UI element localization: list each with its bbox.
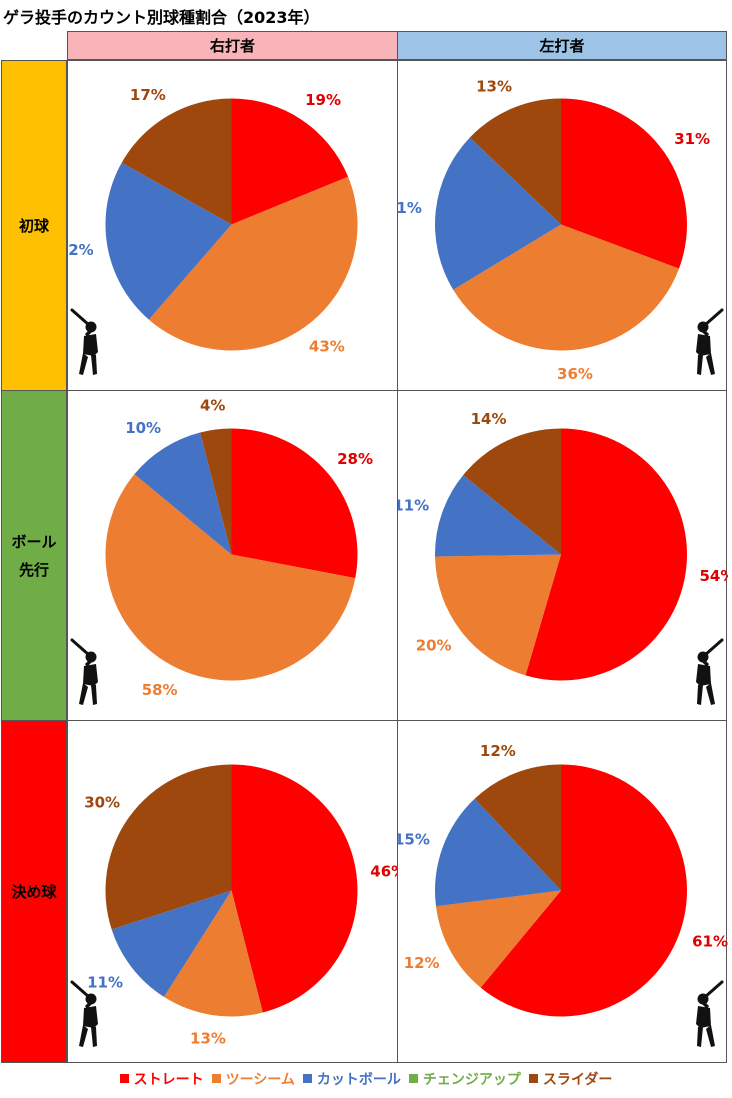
pie-slice xyxy=(231,98,349,225)
pie-data-label: 17% xyxy=(130,86,166,104)
batter-silhouette-icon xyxy=(696,980,724,1047)
pie-chart-cell: 61% 12% 15% 12% xyxy=(397,720,728,1063)
pie-data-label: 46% xyxy=(370,863,399,881)
pie-chart: 54% 20% 11% 14% xyxy=(398,410,729,705)
pie-slice xyxy=(474,764,561,891)
pie-slice xyxy=(525,428,687,681)
pie-chart-cell: 28% 58% 10% 4% xyxy=(67,390,398,721)
legend-swatch xyxy=(119,1074,129,1083)
legend-item: ストレート xyxy=(119,1069,204,1089)
pie-slice xyxy=(105,162,232,320)
pie-chart: 28% 58% 10% 4% xyxy=(70,397,373,705)
row-header-putaway-pitch: 決め球 xyxy=(1,720,67,1063)
pie-slice xyxy=(435,137,561,290)
pie-chart: 61% 12% 15% 12% xyxy=(398,742,728,1047)
legend-swatch xyxy=(302,1074,312,1083)
pie-slice xyxy=(231,764,358,1013)
pie-data-label: 11% xyxy=(87,973,123,991)
row-header-line: ボール xyxy=(11,532,57,551)
legend: ストレート ツーシーム カットボール チェンジアップ スライダー xyxy=(0,1069,732,1089)
pie-data-label: 43% xyxy=(309,337,345,355)
pie-slice xyxy=(453,224,680,351)
pie-data-label: 58% xyxy=(142,681,178,699)
pie-slice xyxy=(561,98,687,269)
row-header-line: 決め球 xyxy=(11,882,57,901)
pie-chart: 19% 43% 22% 17% xyxy=(68,86,358,375)
pie-slice xyxy=(435,475,561,557)
pie-chart-cell: 19% 43% 22% 17% xyxy=(67,60,398,391)
pie-slice xyxy=(231,428,358,579)
pie-slice xyxy=(434,798,561,907)
legend-label: スライダー xyxy=(542,1072,613,1088)
legend-label: ストレート xyxy=(133,1072,204,1088)
column-header-right-batter: 右打者 xyxy=(67,31,398,60)
pie-data-label: 54% xyxy=(700,567,729,585)
pie-data-label: 31% xyxy=(674,130,710,148)
pie-data-label: 20% xyxy=(416,636,452,654)
pie-data-label: 61% xyxy=(692,932,728,950)
pie-slice xyxy=(121,98,232,225)
pie-data-label: 22% xyxy=(68,241,94,259)
legend-item: スライダー xyxy=(528,1069,613,1089)
legend-item: チェンジアップ xyxy=(408,1069,521,1089)
pie-slice xyxy=(480,764,688,1017)
legend-swatch xyxy=(408,1074,418,1083)
pie-data-label: 28% xyxy=(337,450,373,468)
pie-slice xyxy=(463,428,561,555)
batter-silhouette-icon xyxy=(696,308,724,375)
legend-swatch xyxy=(528,1074,538,1083)
batter-silhouette-icon xyxy=(696,638,724,705)
pie-data-label: 15% xyxy=(398,831,430,849)
batter-silhouette-icon xyxy=(70,980,98,1047)
pie-slice xyxy=(435,890,561,988)
pie-data-label: 13% xyxy=(476,78,512,96)
row-header-first-pitch: 初球 xyxy=(1,60,67,391)
legend-swatch xyxy=(211,1074,221,1083)
pie-slice xyxy=(435,554,561,676)
pie-data-label: 12% xyxy=(404,954,440,972)
pie-data-label: 19% xyxy=(305,91,341,109)
pie-data-label: 13% xyxy=(190,1030,226,1048)
pie-chart-cell: 54% 20% 11% 14% xyxy=(397,390,729,721)
chart-title: ゲラ投手のカウント別球種割合（2023年） xyxy=(3,8,320,27)
pie-data-label: 30% xyxy=(84,793,120,811)
pie-data-label: 21% xyxy=(398,199,422,217)
pie-chart-cell: 31% 36% 21% 13% xyxy=(397,60,727,391)
pie-slice xyxy=(111,890,232,997)
legend-label: チェンジアップ xyxy=(422,1072,521,1088)
pie-data-label: 10% xyxy=(125,419,161,437)
batter-silhouette-icon xyxy=(70,638,98,705)
pie-chart-cell: 46% 13% 11% 30% xyxy=(67,720,399,1063)
pie-slice xyxy=(148,176,358,351)
pie-slice xyxy=(163,890,263,1017)
pie-chart: 46% 13% 11% 30% xyxy=(70,764,399,1048)
legend-item: ツーシーム xyxy=(211,1069,295,1089)
row-header-line: 先行 xyxy=(18,560,49,579)
batter-silhouette-icon xyxy=(70,308,98,375)
pie-data-label: 36% xyxy=(557,365,593,383)
pie-slice xyxy=(469,98,561,225)
pie-data-label: 14% xyxy=(471,410,507,428)
legend-label: カットボール xyxy=(316,1072,401,1088)
pie-slice xyxy=(105,764,232,930)
pie-slice xyxy=(134,432,232,555)
pie-slice xyxy=(105,474,356,681)
pie-data-label: 4% xyxy=(200,397,225,415)
legend-label: ツーシーム xyxy=(225,1072,295,1088)
pie-chart: 31% 36% 21% 13% xyxy=(398,78,724,383)
row-header-line: 初球 xyxy=(18,216,49,235)
pie-slice xyxy=(200,428,232,555)
pie-data-label: 11% xyxy=(398,496,429,514)
legend-item: カットボール xyxy=(302,1069,401,1089)
row-header-ball-ahead: ボール 先行 xyxy=(1,390,67,721)
column-header-left-batter: 左打者 xyxy=(397,31,727,60)
pie-data-label: 12% xyxy=(480,742,516,760)
